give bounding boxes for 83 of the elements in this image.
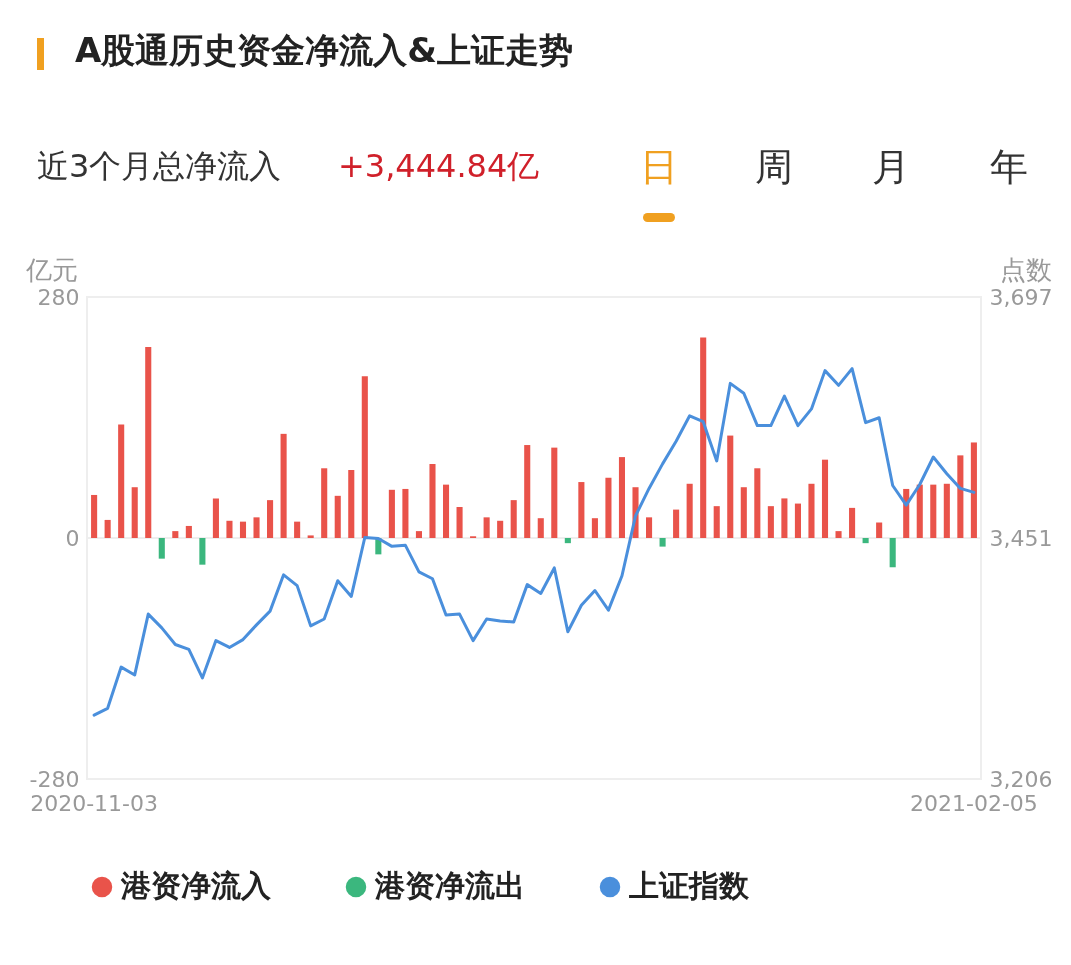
y-tick-label: 280 [37, 284, 80, 310]
text: 年 [990, 144, 1028, 191]
bar [131, 487, 138, 538]
bar [767, 506, 774, 538]
bar [835, 531, 842, 538]
bar [361, 376, 368, 538]
bar [348, 470, 355, 538]
bar [415, 531, 422, 538]
bar [564, 538, 571, 544]
bar [388, 489, 395, 538]
bar [646, 517, 653, 538]
bar [294, 521, 301, 538]
bar [794, 503, 801, 538]
y-tick-label: -280 [29, 766, 80, 792]
line-series [92, 367, 976, 717]
bar [943, 483, 950, 538]
bar [740, 487, 747, 538]
legend-label: 上证指数 [628, 868, 750, 903]
bar [510, 500, 517, 538]
bar [104, 519, 111, 538]
bar [442, 484, 450, 538]
bar [970, 442, 977, 538]
bar [226, 520, 233, 538]
bar [605, 477, 612, 538]
bar [212, 498, 219, 538]
bar [199, 538, 206, 565]
text: 日 [640, 144, 678, 191]
bar [456, 507, 463, 538]
bar [849, 507, 856, 538]
bar [781, 498, 788, 538]
text: 月 [872, 144, 910, 191]
x-tick-label: 2021-02-05 [909, 790, 1038, 816]
bar [239, 521, 247, 538]
bar [930, 484, 937, 538]
bar [537, 518, 544, 538]
bar [158, 538, 165, 559]
text: +3,444.84亿 [338, 146, 540, 187]
bar [808, 483, 815, 538]
bar [713, 506, 720, 538]
bar [321, 468, 328, 538]
bar [551, 447, 558, 538]
bar [334, 495, 341, 538]
bar [497, 520, 504, 538]
bar [618, 457, 626, 538]
bar [821, 459, 829, 538]
x-tick-label: 2020-11-03 [30, 790, 159, 816]
bar [957, 455, 964, 538]
bar [402, 488, 409, 538]
text: 近3个月总净流入 [37, 146, 282, 187]
bar [253, 517, 260, 538]
bar [307, 535, 314, 538]
bar [700, 337, 707, 538]
bar [280, 433, 287, 538]
bar [916, 484, 923, 538]
bar [267, 500, 274, 538]
bar [591, 518, 598, 538]
bar [172, 531, 179, 538]
y2-tick-label: 3,451 [989, 525, 1053, 551]
bar [876, 522, 883, 538]
bar [686, 483, 693, 538]
y2-tick-label: 3,697 [989, 284, 1053, 310]
y2-axis-title: 点数 [999, 254, 1052, 285]
bar [889, 538, 896, 568]
bar [483, 517, 490, 538]
y2-tick-label: 3,206 [989, 766, 1053, 792]
bar [145, 346, 152, 538]
bar [578, 482, 585, 538]
bar [118, 424, 125, 538]
bar [524, 445, 531, 538]
bar [429, 463, 436, 538]
text: 周 [755, 144, 793, 191]
chart-title: A股通历史资金净流入&上证走势 [75, 29, 573, 72]
bar [673, 509, 680, 538]
bar [659, 538, 666, 547]
legend-label: 港资净流入 [120, 868, 272, 903]
y-axis-title: 亿元 [24, 254, 78, 285]
y-tick-label: 0 [65, 525, 80, 551]
bar [754, 468, 761, 538]
legend-label: 港资净流出 [374, 868, 525, 903]
bar [727, 435, 734, 538]
bar [91, 494, 98, 538]
bar [185, 525, 192, 538]
bar [862, 538, 869, 544]
